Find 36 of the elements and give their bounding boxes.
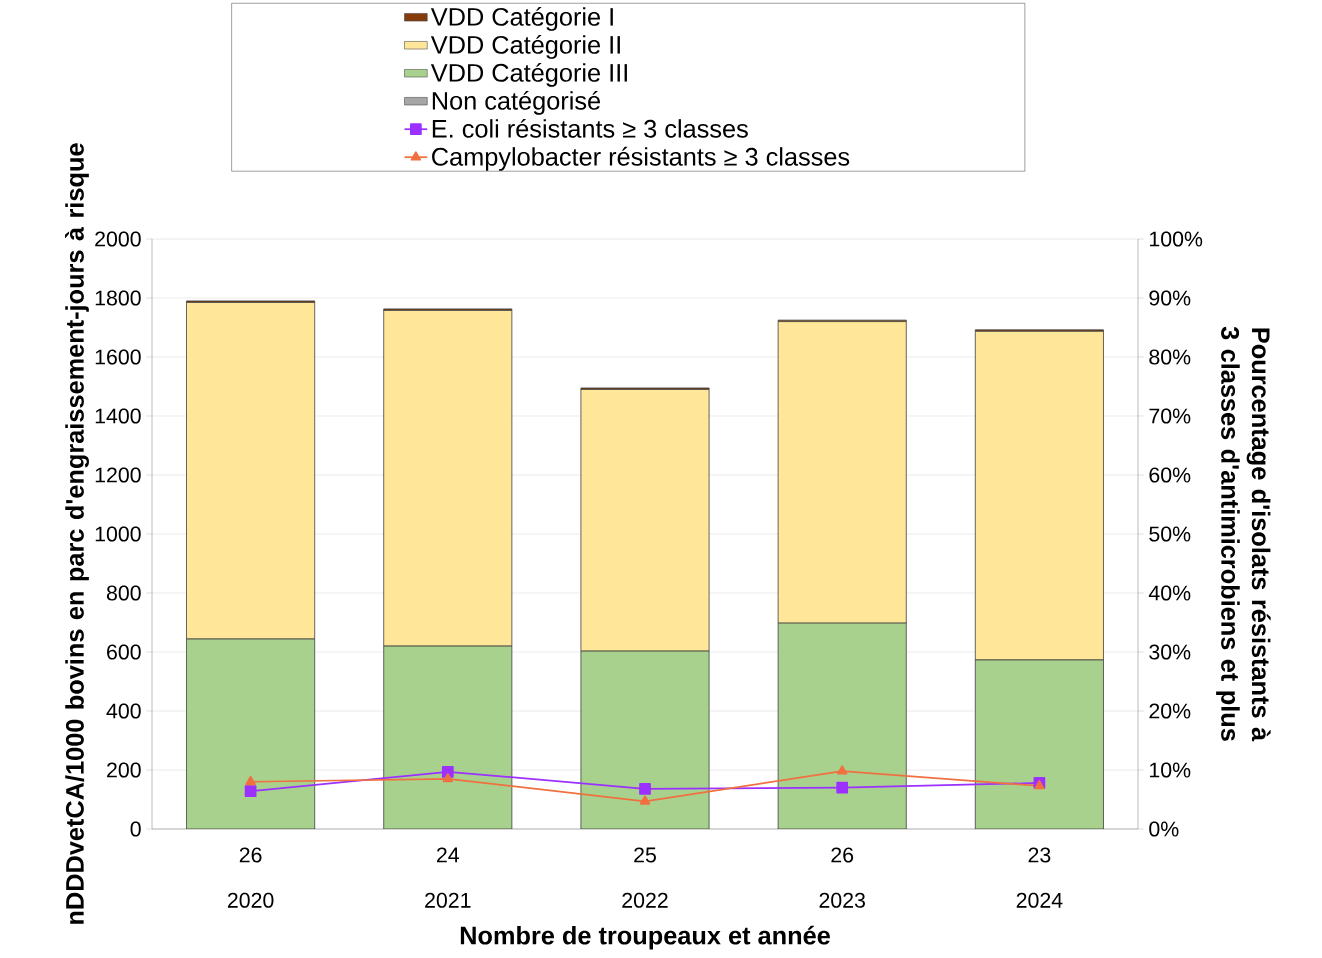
y2-tick-label: 0%: [1149, 821, 1179, 837]
y-tick-label: 1400: [95, 408, 141, 424]
x-axis-title: Nombre de troupeaux et année: [460, 925, 830, 950]
y-tick-label: 200: [107, 762, 141, 778]
y2-tick-label: 40%: [1148, 585, 1191, 601]
y2-tick-label: 70%: [1149, 408, 1191, 424]
y-tick-label: 800: [106, 585, 141, 601]
y2-axis-title: Pourcentage d'isolats résistants à 3 classes d'antimicrobiens et plus: [1216, 326, 1271, 742]
y2-tick-label: 80%: [1149, 349, 1191, 365]
legend-label: Campylobacter résistants ≥ 3 classes: [432, 146, 850, 171]
y-tick-label: 1000: [95, 526, 141, 542]
y2-tick-label: 90%: [1149, 290, 1191, 306]
y2-tick-label: 10%: [1150, 762, 1191, 778]
y-tick-label: 400: [106, 703, 141, 719]
legend-label: VDD Catégorie III: [430, 62, 627, 87]
y-tick-label: 1600: [95, 349, 141, 365]
y-tick-label: 1800: [95, 290, 141, 306]
category-label: 25 2022: [622, 847, 668, 908]
y-axis-title: nDDDvetCA/1000 bovins en parc d'engraissement-jours à risque: [65, 143, 89, 924]
y2-tick-label: 50%: [1149, 526, 1191, 542]
y-tick-label: 2000: [95, 231, 141, 247]
category-label: 26 2020: [227, 847, 274, 908]
y-tick-label: 0: [130, 821, 141, 837]
legend-label: VDD Catégorie II: [430, 34, 620, 59]
y-tick-label: 1200: [95, 467, 141, 483]
y2-tick-label: 30%: [1149, 644, 1191, 660]
y2-tick-label: 60%: [1149, 467, 1191, 483]
y-tick-label: 600: [107, 644, 141, 660]
category-label: 24 2021: [425, 847, 471, 908]
y2-tick-label: 20%: [1149, 703, 1191, 719]
category-label: 26 2023: [819, 847, 865, 908]
category-label: 23 2024: [1016, 847, 1063, 908]
legend-label: VDD Catégorie I: [430, 6, 613, 31]
y2-tick-label: 100%: [1150, 231, 1203, 247]
legend-label: E. coli résistants ≥ 3 classes: [432, 118, 748, 138]
legend-label: Non catégorisé: [432, 90, 601, 115]
